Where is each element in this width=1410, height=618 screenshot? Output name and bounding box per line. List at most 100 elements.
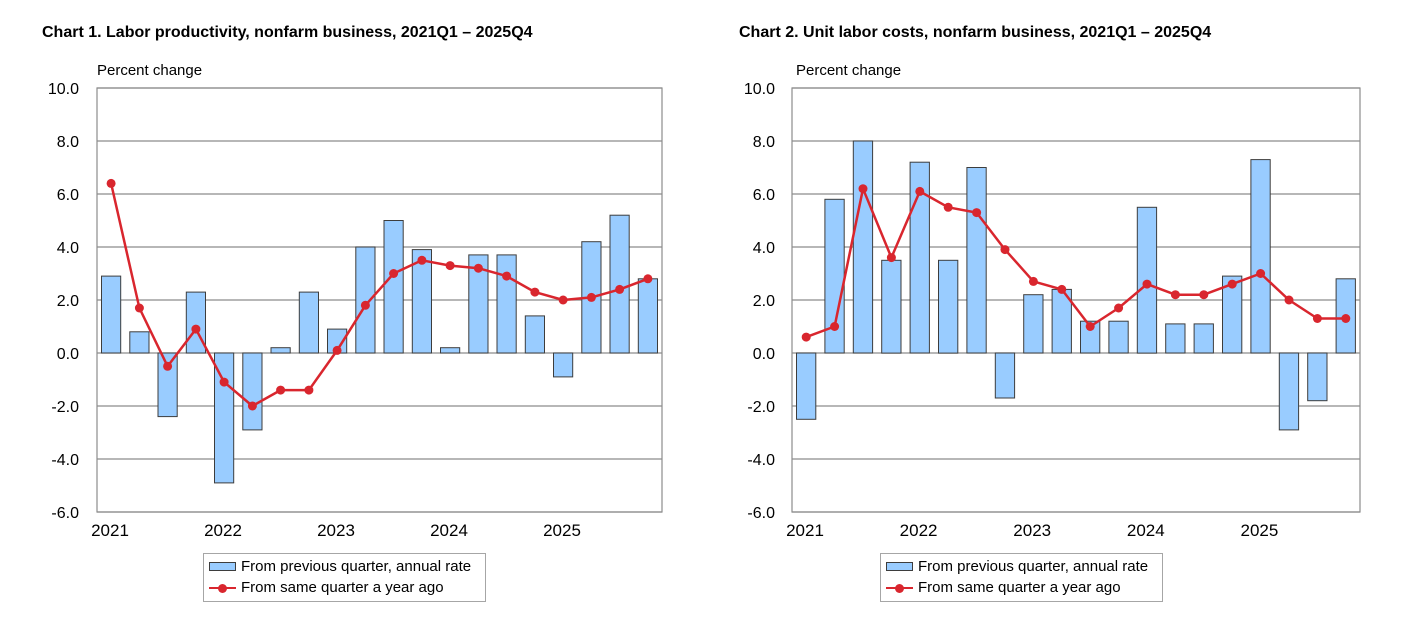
bar (881, 259, 902, 354)
line-point (1284, 295, 1294, 305)
line-point (558, 295, 568, 305)
chart-labor-productivity: 10.0 8.0 6.0 4.0 2.0 0.0 -2.0 -4.0 -6.0 2021 2022 2… (42, 24, 663, 602)
line-point (276, 385, 286, 395)
chart-unit-labor-costs: 10.0 8.0 6.0 4.0 2.0 0.0 -2.0 -4.0 -6.0 2021 2022 2… (705, 0, 1410, 618)
y-tick-label: 0.0 (57, 346, 79, 363)
x-tick-label: 2022 (204, 521, 242, 540)
line-point (1114, 303, 1124, 313)
line-point (886, 253, 896, 263)
x-tick-label: 2023 (1013, 521, 1051, 540)
bar (214, 352, 235, 484)
bar (637, 278, 658, 354)
bar (1023, 294, 1044, 354)
plot-frame (791, 87, 1361, 513)
y-tick-label: -4.0 (51, 452, 79, 469)
line-point (106, 178, 116, 188)
y-tick-label: -6.0 (747, 505, 775, 522)
bar (101, 275, 122, 354)
x-tick-label: 2024 (430, 521, 468, 540)
bar (909, 161, 930, 354)
line-point (586, 292, 596, 302)
y-tick-label: 4.0 (57, 240, 79, 257)
bar (355, 246, 376, 354)
bar (609, 214, 630, 354)
legend-label-bar: From previous quarter, annual rate (241, 558, 472, 575)
series-line (109, 183, 649, 408)
line-point (1199, 290, 1209, 300)
bar (553, 352, 574, 378)
x-tick-label: 2021 (91, 521, 129, 540)
line-point (445, 261, 455, 271)
line-point (1057, 284, 1067, 294)
bar (129, 331, 150, 354)
y-tick-label: 4.0 (753, 240, 775, 257)
legend-bar-swatch (886, 562, 913, 571)
x-tick-label: 2025 (543, 521, 581, 540)
y-tick-label: -6.0 (51, 505, 79, 522)
line-point (1028, 276, 1038, 286)
legend-line-swatch (886, 582, 913, 594)
y-tick-label: 6.0 (57, 187, 79, 204)
plot-frame (96, 87, 663, 513)
line-point (615, 284, 625, 294)
bar (938, 259, 959, 354)
series-line (805, 187, 1346, 339)
x-tick-label: 2024 (1127, 521, 1165, 540)
line-point (389, 269, 399, 278)
bar (1250, 159, 1271, 354)
bar (383, 220, 404, 354)
y-tick-label: 8.0 (753, 134, 775, 151)
y-axis-label: Percent change (796, 62, 902, 79)
x-tick-label: 2023 (317, 521, 355, 540)
line-point (858, 184, 868, 194)
line-point (943, 202, 953, 212)
bar (796, 352, 817, 420)
legend-item-bar: From previous quarter, annual rate (886, 556, 1148, 577)
line-point (1142, 279, 1152, 289)
legend-label-bar: From previous quarter, annual rate (918, 558, 1149, 575)
bar (270, 347, 291, 354)
line-point (134, 303, 144, 313)
y-tick-label: 0.0 (753, 346, 775, 363)
y-tick-label: -2.0 (51, 399, 79, 416)
plot-area: 10.0 8.0 6.0 4.0 2.0 0.0 -2.0 -4.0 -6.0 2021 2022 2… (48, 81, 663, 540)
line-point (417, 255, 427, 265)
legend-item-line: From same quarter a year ago (886, 577, 1148, 598)
legend: From previous quarter, annual rate From … (203, 553, 487, 602)
bar (1307, 352, 1328, 402)
y-tick-label: -4.0 (747, 452, 775, 469)
bar (496, 254, 517, 354)
line-point (360, 300, 370, 310)
legend-label-line: From same quarter a year ago (241, 579, 444, 596)
bar (852, 140, 874, 354)
bar (524, 315, 545, 354)
line-point (830, 322, 840, 331)
y-tick-label: 10.0 (48, 81, 79, 98)
plot-area: 10.0 8.0 6.0 4.0 2.0 0.0 -2.0 -4.0 -6.0 2021 2022 2… (744, 81, 1361, 540)
line-point (1170, 290, 1180, 300)
legend-label-line: From same quarter a year ago (918, 579, 1121, 596)
bar (1222, 275, 1243, 354)
bar (468, 254, 489, 354)
line-point (643, 274, 653, 284)
line-point (163, 361, 173, 371)
bar (298, 291, 319, 354)
x-tick-label: 2025 (1240, 521, 1278, 540)
line-point (801, 332, 811, 342)
chart-title: Chart 1. Labor productivity, nonfarm bus… (42, 24, 533, 41)
line-point (304, 385, 314, 395)
bar (157, 352, 178, 418)
line-point (1256, 269, 1266, 278)
y-tick-label: -2.0 (747, 399, 775, 416)
y-tick-label: 2.0 (57, 293, 79, 310)
line-point (502, 271, 512, 281)
y-axis-label: Percent change (97, 62, 203, 79)
line-point (191, 324, 201, 334)
line-point (1341, 314, 1351, 323)
x-tick-label: 2022 (900, 521, 938, 540)
legend-item-bar: From previous quarter, annual rate (209, 556, 471, 577)
legend-bar-swatch (209, 562, 236, 571)
line-point (1000, 245, 1010, 255)
y-tick-label: 2.0 (753, 293, 775, 310)
x-tick-label: 2021 (786, 521, 824, 540)
